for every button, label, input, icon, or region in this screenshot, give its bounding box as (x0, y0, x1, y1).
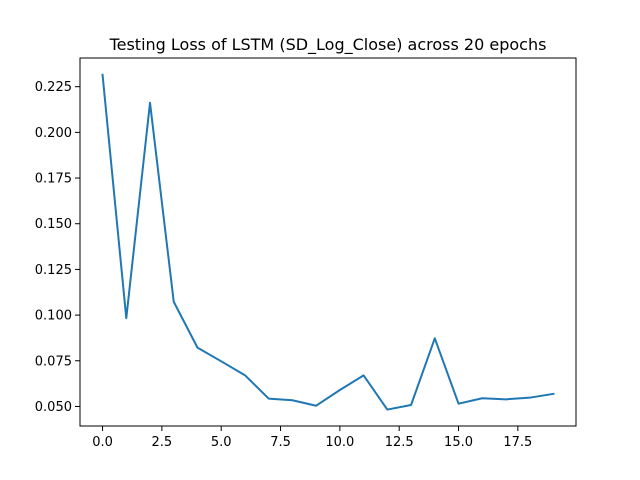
x-tick-label: 0.0 (92, 435, 113, 450)
plot-area (101, 73, 555, 411)
y-tick-label: 0.075 (35, 354, 72, 369)
x-tick-label: 5.0 (211, 435, 232, 450)
y-tick-label: 0.200 (35, 126, 72, 141)
x-axis: 0.0 2.5 5.0 7.5 10.0 12.5 15.0 17.5 (92, 426, 532, 450)
x-tick-label: 12.5 (385, 435, 414, 450)
axes-frame (79, 57, 577, 427)
y-tick-label: 0.050 (35, 400, 72, 415)
series-line-0 (101, 73, 555, 411)
x-tick-label: 2.5 (152, 435, 173, 450)
y-tick-label: 0.175 (35, 172, 72, 187)
y-axis: 0.050 0.075 0.100 0.125 0.150 0.175 0.200 0.225 (35, 80, 80, 415)
y-tick-label: 0.100 (35, 309, 72, 324)
x-tick-label: 17.5 (503, 435, 532, 450)
x-tick-label: 10.0 (325, 435, 354, 450)
chart-title: Testing Loss of LSTM (SD_Log_Close) acro… (109, 35, 547, 55)
y-tick-label: 0.125 (35, 263, 72, 278)
y-tick-label: 0.150 (35, 217, 72, 232)
y-tick-label: 0.225 (35, 80, 72, 95)
x-tick-label: 15.0 (444, 435, 473, 450)
x-tick-label: 7.5 (270, 435, 291, 450)
